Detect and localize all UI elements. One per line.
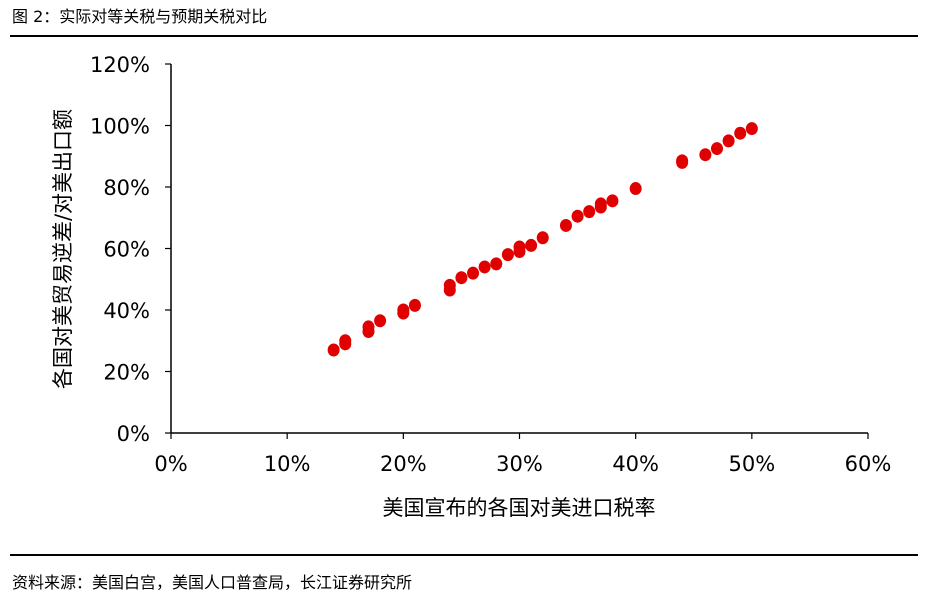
- x-tick-label: 10%: [264, 452, 311, 476]
- x-axis-ticks: 0% 10% 20% 30% 40% 50% 60%: [154, 433, 891, 476]
- data-point: [501, 248, 514, 262]
- data-points: [327, 122, 758, 357]
- data-point: [443, 278, 456, 292]
- source-note: 资料来源：美国白宫，美国人口普查局，长江证券研究所: [12, 573, 413, 592]
- data-point: [594, 197, 607, 211]
- y-tick-label: 60%: [103, 238, 150, 262]
- y-tick-label: 120%: [90, 53, 150, 77]
- data-point: [559, 218, 572, 232]
- data-point: [710, 142, 723, 156]
- data-point: [339, 334, 352, 348]
- data-point: [525, 238, 538, 252]
- data-point: [606, 194, 619, 208]
- data-point: [629, 182, 642, 196]
- data-point: [397, 303, 410, 317]
- x-tick-label: 20%: [380, 452, 427, 476]
- y-axis-label: 各国对美贸易逆差/对美出口额: [51, 109, 75, 389]
- data-point: [676, 154, 689, 168]
- y-tick-label: 100%: [90, 115, 150, 139]
- y-tick-label: 40%: [103, 299, 150, 323]
- data-point: [455, 271, 468, 285]
- data-point: [478, 260, 491, 274]
- data-point: [722, 134, 735, 148]
- data-point: [374, 314, 387, 328]
- y-tick-label: 0%: [117, 422, 150, 446]
- x-tick-label: 60%: [845, 452, 892, 476]
- data-point: [583, 205, 596, 219]
- data-point: [490, 257, 503, 271]
- data-point: [408, 298, 421, 312]
- y-tick-label: 80%: [103, 176, 150, 200]
- top-rule: [10, 35, 918, 37]
- data-point: [327, 343, 340, 357]
- x-tick-label: 50%: [728, 452, 775, 476]
- data-point: [536, 231, 549, 245]
- x-tick-label: 30%: [496, 452, 543, 476]
- data-point: [734, 126, 747, 140]
- x-axis-label: 美国宣布的各国对美进口税率: [383, 496, 656, 520]
- x-tick-label: 0%: [154, 452, 187, 476]
- figure-title: 图 2：实际对等关税与预期关税对比: [12, 7, 268, 26]
- data-point: [699, 148, 712, 162]
- data-point: [467, 266, 480, 280]
- y-tick-label: 20%: [103, 361, 150, 385]
- data-point: [362, 320, 375, 334]
- data-point: [513, 240, 526, 254]
- data-point: [571, 209, 584, 223]
- data-point: [745, 122, 758, 136]
- bottom-rule: [10, 554, 918, 556]
- x-tick-label: 40%: [612, 452, 659, 476]
- y-axis-ticks: 0% 20% 40% 60% 80% 100% 120%: [90, 53, 171, 446]
